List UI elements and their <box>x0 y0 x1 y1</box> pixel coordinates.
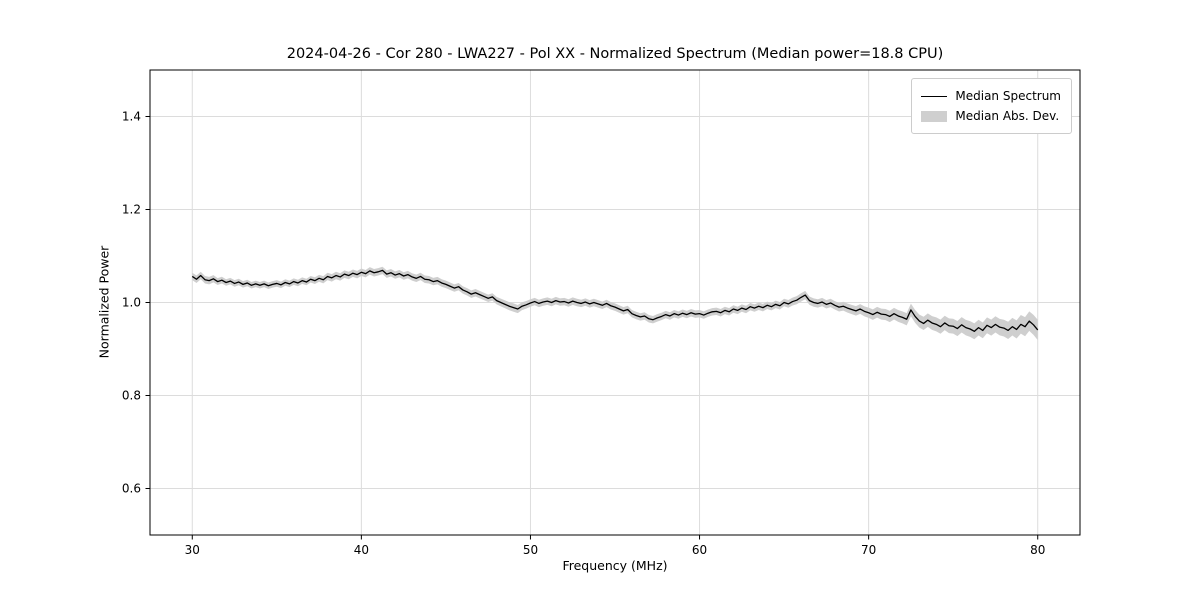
y-tick-label: 1.0 <box>122 296 141 310</box>
x-tick-label: 50 <box>523 543 538 557</box>
x-tick-label: 70 <box>861 543 876 557</box>
y-tick-label: 0.6 <box>122 482 141 496</box>
x-tick-label: 80 <box>1030 543 1045 557</box>
legend-label: Median Abs. Dev. <box>955 109 1060 123</box>
y-axis-label: Normalized Power <box>96 245 112 359</box>
chart-title: 2024-04-26 - Cor 280 - LWA227 - Pol XX -… <box>286 46 944 62</box>
mad-band <box>192 266 1038 341</box>
x-tick-label: 30 <box>185 543 200 557</box>
legend-entry-median-spectrum: Median Spectrum <box>921 86 1061 106</box>
x-tick-label: 40 <box>354 543 369 557</box>
legend-label: Median Spectrum <box>955 89 1061 103</box>
y-tick-label: 1.4 <box>122 110 141 124</box>
legend-line-swatch <box>921 95 948 97</box>
legend: Median Spectrum Median Abs. Dev. <box>911 78 1072 134</box>
x-axis-label: Frequency (MHz) <box>562 558 668 573</box>
legend-entry-mad: Median Abs. Dev. <box>921 106 1061 126</box>
y-tick-label: 1.2 <box>122 203 141 217</box>
x-tick-label: 60 <box>692 543 707 557</box>
legend-patch-swatch <box>921 110 948 122</box>
median-line <box>191 269 1039 332</box>
y-tick-label: 0.8 <box>122 389 141 403</box>
